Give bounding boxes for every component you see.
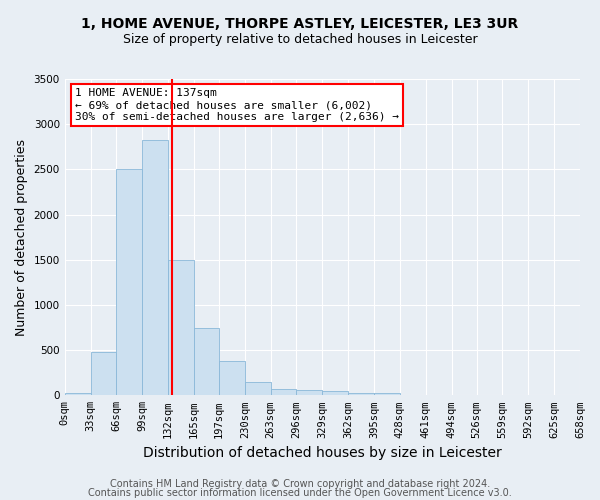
- Text: Contains public sector information licensed under the Open Government Licence v3: Contains public sector information licen…: [88, 488, 512, 498]
- Bar: [374, 394, 400, 396]
- Bar: [91, 352, 116, 396]
- Bar: [194, 328, 219, 396]
- Text: 1 HOME AVENUE: 137sqm
← 69% of detached houses are smaller (6,002)
30% of semi-d: 1 HOME AVENUE: 137sqm ← 69% of detached …: [75, 88, 399, 122]
- Text: 1, HOME AVENUE, THORPE ASTLEY, LEICESTER, LE3 3UR: 1, HOME AVENUE, THORPE ASTLEY, LEICESTER…: [82, 18, 518, 32]
- Bar: [142, 140, 168, 396]
- Bar: [219, 362, 245, 396]
- Bar: [348, 393, 374, 396]
- Bar: [296, 390, 322, 396]
- Bar: [168, 260, 194, 396]
- Bar: [245, 382, 271, 396]
- Bar: [65, 394, 91, 396]
- X-axis label: Distribution of detached houses by size in Leicester: Distribution of detached houses by size …: [143, 446, 502, 460]
- Bar: [322, 391, 348, 396]
- Text: Size of property relative to detached houses in Leicester: Size of property relative to detached ho…: [122, 32, 478, 46]
- Text: Contains HM Land Registry data © Crown copyright and database right 2024.: Contains HM Land Registry data © Crown c…: [110, 479, 490, 489]
- Bar: [271, 388, 296, 396]
- Bar: [116, 170, 142, 396]
- Y-axis label: Number of detached properties: Number of detached properties: [15, 138, 28, 336]
